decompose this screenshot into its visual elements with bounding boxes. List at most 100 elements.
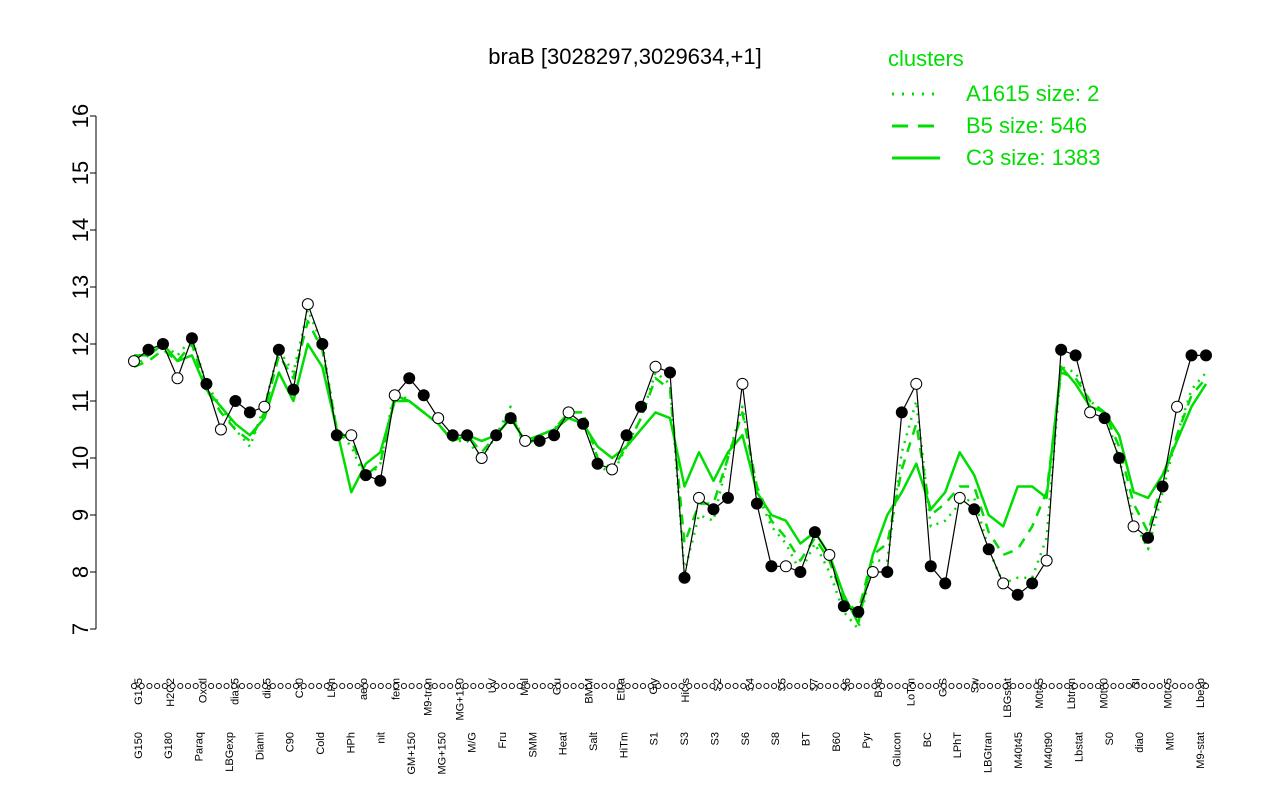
rug-mark <box>339 682 346 690</box>
rug-mark <box>1102 682 1109 690</box>
rug-mark <box>1017 682 1024 690</box>
category-label: LBGtran <box>983 732 995 773</box>
rug-mark <box>786 682 793 690</box>
rug-mark <box>478 682 485 690</box>
rug-mark <box>385 682 392 690</box>
data-point <box>1011 588 1024 601</box>
data-point <box>287 383 300 396</box>
data-point <box>185 332 198 345</box>
rug-mark <box>439 682 446 690</box>
rug-mark <box>909 682 916 690</box>
y-tick-label: 7 <box>68 623 93 635</box>
rug-mark <box>933 682 940 690</box>
rug-mark <box>894 682 901 690</box>
rug-mark <box>825 682 832 690</box>
data-point <box>707 503 720 516</box>
category-label: Heat <box>558 732 570 755</box>
rug-mark <box>871 682 878 690</box>
rug-mark <box>886 682 893 690</box>
data-point <box>214 423 227 436</box>
category-label: B60 <box>831 732 843 752</box>
rug-mark <box>346 682 353 690</box>
rug-mark <box>508 682 515 690</box>
data-point <box>1127 520 1140 533</box>
category-label: Oxctl <box>197 678 209 703</box>
data-point <box>910 377 923 390</box>
y-tick-label: 9 <box>68 509 93 521</box>
category-label: Paraq <box>194 732 206 761</box>
rug-mark <box>771 682 778 690</box>
rug-mark <box>531 682 539 690</box>
data-point <box>1171 400 1184 413</box>
rug-mark <box>578 682 585 690</box>
rug-mark <box>624 682 631 690</box>
rug-mark <box>331 682 338 690</box>
y-tick-label: 14 <box>68 218 93 242</box>
rug-mark <box>971 682 978 690</box>
rug-mark <box>562 682 569 690</box>
rug-mark <box>292 682 300 690</box>
data-points <box>128 298 1212 618</box>
data-point <box>1055 343 1068 356</box>
y-tick-label: 11 <box>68 390 93 413</box>
rug-mark <box>755 682 762 690</box>
rug-mark <box>277 682 284 690</box>
rug-mark <box>377 682 384 690</box>
category-label: LoTm <box>905 678 917 706</box>
legend: clusters A1615 size: 2 B5 size: 546 C3 s… <box>888 46 1101 170</box>
data-point <box>316 338 329 350</box>
category-label: G150 <box>133 732 145 759</box>
data-point <box>678 571 691 584</box>
rug-mark <box>238 682 246 690</box>
data-point <box>939 577 952 590</box>
data-point <box>171 372 184 385</box>
category-label: UV <box>487 677 499 693</box>
category-label: G135 <box>133 678 145 705</box>
rug-mark <box>1164 682 1171 690</box>
data-point <box>895 406 908 419</box>
data-point <box>837 600 850 613</box>
rug-mark <box>169 682 176 690</box>
rug-mark <box>493 682 500 690</box>
rug-mark <box>1056 682 1063 690</box>
rug-mark <box>940 682 947 690</box>
chart-title: braB [3028297,3029634,+1] <box>488 44 761 69</box>
rug-mark <box>370 682 377 690</box>
data-point <box>794 566 807 578</box>
rug-mark <box>663 682 670 690</box>
rug-mark <box>848 682 855 690</box>
data-point <box>374 474 387 487</box>
category-label: S8 <box>770 732 782 745</box>
data-point <box>591 457 604 470</box>
data-point <box>577 417 590 430</box>
data-point <box>504 412 517 425</box>
data-point <box>1098 412 1111 425</box>
category-label: Etha <box>616 677 628 701</box>
rug-mark <box>917 682 924 690</box>
rug-mark <box>408 682 415 690</box>
data-point <box>432 412 445 425</box>
data-point <box>1113 452 1126 464</box>
category-label: LBGexp <box>224 732 236 772</box>
data-point <box>142 343 155 356</box>
rug-mark <box>208 682 215 690</box>
y-tick-label: 10 <box>68 446 93 470</box>
rug-mark <box>809 682 816 690</box>
data-point <box>1084 406 1097 419</box>
rug-mark <box>1202 682 1210 690</box>
rug-mark <box>1179 682 1186 690</box>
data-point <box>750 497 763 510</box>
rug-mark <box>192 682 199 690</box>
rug-mark <box>979 682 986 690</box>
category-label: HiOs <box>680 678 692 703</box>
data-point <box>490 429 503 442</box>
rug-mark <box>161 682 168 690</box>
category-label: M9-stat <box>1195 732 1207 769</box>
rug-mark <box>1079 682 1086 690</box>
rug-mark <box>724 682 731 690</box>
rug-mark <box>555 682 562 690</box>
rug-mark <box>616 682 623 690</box>
rug-mark <box>262 682 269 690</box>
rug-mark <box>678 682 685 690</box>
